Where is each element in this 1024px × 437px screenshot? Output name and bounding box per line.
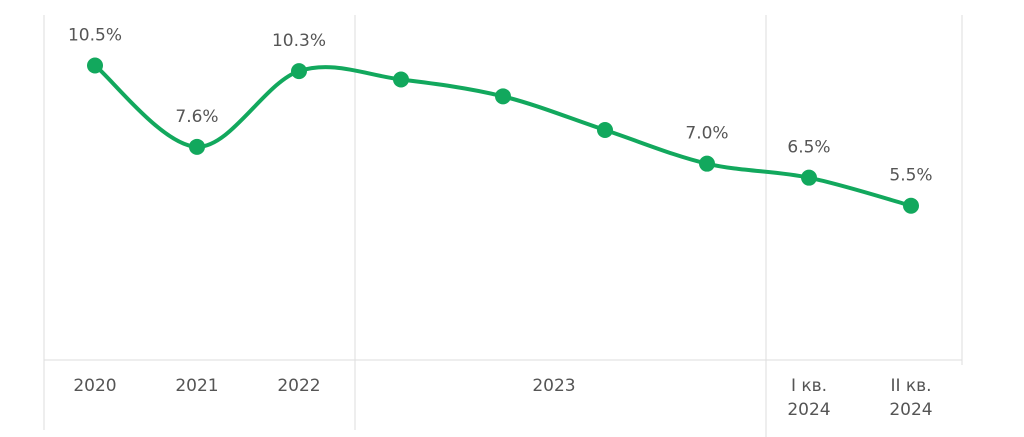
- x-tick-label: I кв. 2024: [787, 376, 830, 420]
- data-label: 7.6%: [175, 107, 218, 127]
- point: [801, 169, 817, 186]
- line: [93, 63, 912, 208]
- x-group-label: 2023: [532, 376, 575, 396]
- point: [291, 63, 307, 80]
- data-label: 7.0%: [685, 124, 728, 144]
- point: [495, 88, 511, 105]
- point: [597, 122, 613, 138]
- data-label: 10.5%: [68, 25, 122, 45]
- point: [189, 138, 205, 155]
- x-tick-label: 2021: [175, 376, 218, 396]
- x-tick-label: 2020: [73, 376, 116, 396]
- data-label: 6.5%: [787, 138, 830, 158]
- point: [903, 197, 919, 214]
- data-label: 5.5%: [889, 166, 932, 186]
- point: [699, 155, 715, 172]
- x-tick-label: II кв. 2024: [889, 376, 932, 420]
- point: [393, 71, 409, 88]
- data-label: 10.3%: [272, 31, 326, 51]
- point: [87, 57, 103, 74]
- x-tick-label: 2022: [277, 376, 320, 396]
